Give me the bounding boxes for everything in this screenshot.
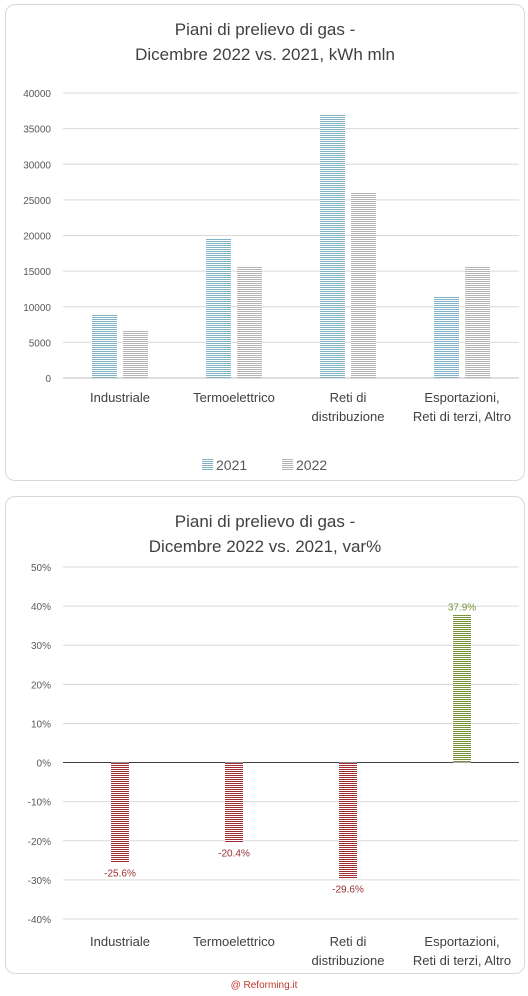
credit-label: @ Reforming.it bbox=[230, 980, 298, 991]
y-tick-label: 40000 bbox=[23, 89, 51, 100]
legend-swatch-2021 bbox=[202, 459, 213, 470]
y-tick-label: 25000 bbox=[23, 196, 51, 207]
legend-swatch-2022 bbox=[282, 459, 293, 470]
bar-2021 bbox=[206, 238, 231, 378]
y-tick-label: 5000 bbox=[29, 338, 52, 349]
chart-title-line2: Dicembre 2022 vs. 2021, kWh mln bbox=[135, 45, 395, 64]
bar-var bbox=[453, 614, 471, 763]
x-category-label: distribuzione bbox=[312, 409, 385, 424]
y-tick-label: 0 bbox=[45, 374, 51, 385]
y-tick-label: 10% bbox=[31, 719, 51, 730]
y-tick-label: -20% bbox=[28, 837, 51, 848]
bar-2021 bbox=[92, 314, 117, 378]
data-label: -29.6% bbox=[332, 884, 364, 895]
bar-2022 bbox=[123, 330, 148, 378]
x-category-label: Termoelettrico bbox=[193, 390, 275, 405]
y-tick-label: 20000 bbox=[23, 232, 51, 243]
bar-2022 bbox=[351, 192, 376, 378]
y-tick-label: 10000 bbox=[23, 303, 51, 314]
bar-var bbox=[225, 762, 243, 843]
x-category-label: Esportazioni, bbox=[424, 390, 499, 405]
y-tick-label: 35000 bbox=[23, 125, 51, 136]
y-tick-label: 30000 bbox=[23, 160, 51, 171]
chart-title-line1: Piani di prelievo di gas - bbox=[175, 512, 355, 531]
x-category-label: Esportazioni, bbox=[424, 934, 499, 949]
legend-label: 2022 bbox=[296, 457, 327, 473]
chart-abs: Piani di prelievo di gas - Dicembre 2022 … bbox=[23, 20, 519, 473]
x-category-label: distribuzione bbox=[312, 953, 385, 968]
x-category-label: Reti di bbox=[330, 390, 367, 405]
x-category-label: Termoelettrico bbox=[193, 934, 275, 949]
y-tick-label: 15000 bbox=[23, 267, 51, 278]
chart-panel-abs: Piani di prelievo di gas - Dicembre 2022 … bbox=[5, 4, 525, 481]
data-label: 37.9% bbox=[448, 602, 476, 613]
chart-panel-var: Piani di prelievo di gas - Dicembre 2022 … bbox=[5, 496, 525, 974]
y-tick-label: 0% bbox=[37, 759, 52, 770]
y-tick-label: -30% bbox=[28, 876, 51, 887]
bar-2022 bbox=[465, 266, 490, 378]
bar-2021 bbox=[434, 296, 459, 378]
data-label: -20.4% bbox=[218, 848, 250, 859]
y-tick-label: -40% bbox=[28, 915, 51, 926]
bar-var bbox=[339, 762, 357, 879]
chart-title-line1: Piani di prelievo di gas - bbox=[175, 20, 355, 39]
chart-title-line2: Dicembre 2022 vs. 2021, var% bbox=[149, 537, 381, 556]
y-tick-label: -10% bbox=[28, 798, 51, 809]
y-tick-label: 40% bbox=[31, 602, 51, 613]
bar-2022 bbox=[237, 266, 262, 378]
x-category-label: Reti di terzi, Altro bbox=[413, 953, 511, 968]
legend-label: 2021 bbox=[216, 457, 247, 473]
data-label: -25.6% bbox=[104, 869, 136, 880]
chart-var: Piani di prelievo di gas - Dicembre 2022 … bbox=[28, 512, 519, 968]
x-category-label: Reti di terzi, Altro bbox=[413, 409, 511, 424]
bar-2021 bbox=[320, 114, 345, 378]
y-tick-label: 30% bbox=[31, 641, 51, 652]
x-category-label: Reti di bbox=[330, 934, 367, 949]
bar-var bbox=[111, 762, 129, 863]
y-tick-label: 50% bbox=[31, 563, 51, 574]
y-tick-label: 20% bbox=[31, 680, 51, 691]
x-category-label: Industriale bbox=[90, 934, 150, 949]
x-category-label: Industriale bbox=[90, 390, 150, 405]
